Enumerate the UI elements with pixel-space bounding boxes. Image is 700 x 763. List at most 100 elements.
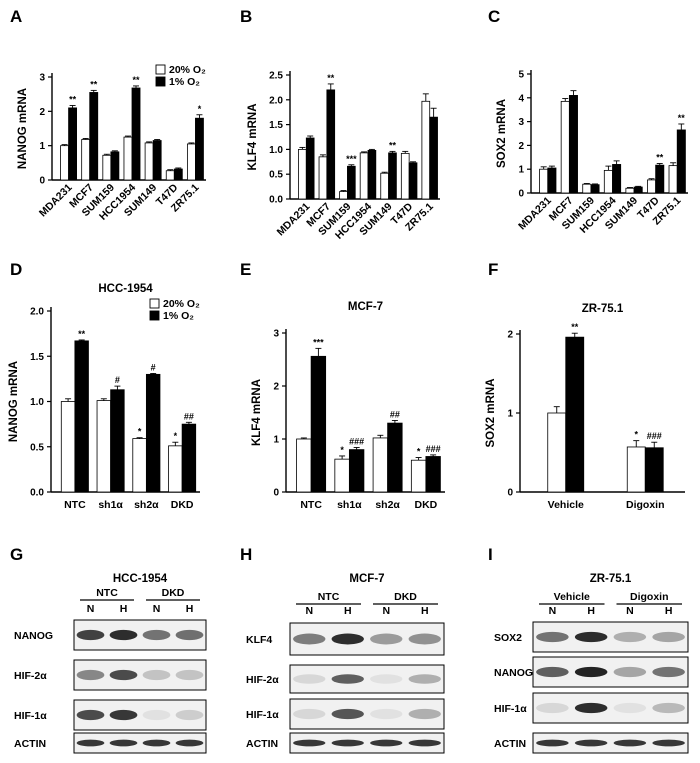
blot-lane-label: N bbox=[382, 605, 390, 617]
y-tick-label: 0.0 bbox=[269, 195, 283, 206]
y-tick-label: 1 bbox=[39, 141, 45, 152]
bar-hypoxia bbox=[152, 140, 162, 181]
bar-hypoxia bbox=[425, 456, 441, 493]
y-tick-label: 0.5 bbox=[30, 442, 44, 453]
bar-normoxia bbox=[102, 154, 112, 181]
bar-hypoxia bbox=[348, 449, 365, 493]
category-label: NTC bbox=[64, 499, 86, 511]
blot-band bbox=[76, 669, 105, 681]
blot-panel-h: H MCF-7 NTC N H DKD N H KLF4 HIF-2α HIF-1α ACTIN bbox=[240, 545, 445, 754]
bar-normoxia bbox=[603, 169, 613, 194]
panel-letter: E bbox=[240, 260, 251, 279]
bar-hypoxia bbox=[408, 162, 418, 200]
blot-band bbox=[613, 702, 647, 714]
bar-normoxia bbox=[60, 401, 76, 493]
significance-marker: ### bbox=[349, 436, 364, 446]
bar-normoxia bbox=[123, 136, 133, 181]
y-tick-label: 2 bbox=[507, 330, 513, 341]
blot-band bbox=[142, 629, 171, 641]
blot-band bbox=[109, 669, 138, 681]
y-tick-label: 2 bbox=[518, 141, 524, 152]
y-tick-label: 0.0 bbox=[30, 488, 44, 499]
blot-band bbox=[408, 674, 441, 684]
legend-swatch-normoxia bbox=[149, 298, 160, 309]
bar-normoxia bbox=[298, 148, 307, 200]
legend-label-normoxia: 20% O₂ bbox=[163, 298, 200, 310]
blot-group-label: Digoxin bbox=[630, 591, 669, 603]
y-tick-label: 0 bbox=[273, 488, 279, 499]
significance-marker: * bbox=[138, 427, 142, 437]
blot-band bbox=[331, 739, 364, 747]
chart-title: ZR-75.1 bbox=[582, 303, 624, 315]
significance-marker: ** bbox=[78, 329, 86, 339]
legend-label-hypoxia: 1% O₂ bbox=[169, 76, 200, 88]
bar-hypoxia bbox=[676, 129, 686, 194]
significance-marker: * bbox=[634, 430, 638, 440]
bar-normoxia bbox=[168, 445, 183, 493]
bar-hypoxia bbox=[310, 355, 327, 493]
y-axis-label: KLF4 mRNA bbox=[247, 103, 259, 170]
bar-hypoxia bbox=[547, 167, 557, 194]
bar-normoxia bbox=[334, 458, 350, 493]
y-axis-label: SOX2 mRNA bbox=[485, 378, 497, 447]
y-tick-label: 2.5 bbox=[269, 71, 283, 82]
blot-band bbox=[370, 739, 403, 747]
significance-marker: * bbox=[340, 445, 344, 455]
blot-band bbox=[175, 669, 204, 681]
bar-hypoxia bbox=[89, 92, 99, 181]
blot-band bbox=[109, 629, 138, 641]
category-label: sh1α bbox=[98, 499, 123, 511]
blot-lane-label: H bbox=[587, 605, 595, 617]
legend-swatch-hypoxia bbox=[149, 310, 160, 321]
legend-swatch-hypoxia bbox=[155, 76, 166, 87]
blot-lane-label: N bbox=[153, 603, 161, 615]
blot-lane-label: H bbox=[421, 605, 429, 617]
category-label: sh2α bbox=[375, 499, 400, 511]
y-tick-label: 1 bbox=[507, 409, 513, 420]
blot-title: ZR-75.1 bbox=[590, 573, 632, 585]
bar-normoxia bbox=[380, 172, 389, 200]
bar-hypoxia bbox=[388, 152, 397, 200]
blot-band bbox=[331, 708, 364, 720]
blot-lane-label: H bbox=[186, 603, 194, 615]
bar-normoxia bbox=[318, 156, 328, 200]
blot-row-label: KLF4 bbox=[246, 634, 272, 646]
blot-band bbox=[574, 666, 608, 678]
blot-band bbox=[293, 674, 326, 684]
y-tick-label: 0.5 bbox=[269, 170, 283, 181]
bar-normoxia bbox=[400, 152, 410, 200]
y-tick-label: 2.0 bbox=[30, 307, 44, 318]
y-axis-label: NANOG mRNA bbox=[8, 361, 20, 442]
blot-band bbox=[76, 739, 105, 747]
bar-hypoxia bbox=[181, 423, 197, 493]
legend-label-normoxia: 20% O₂ bbox=[169, 64, 206, 76]
blot-band bbox=[370, 708, 403, 720]
legend: 20% O₂1% O₂ bbox=[155, 64, 206, 88]
significance-marker: ** bbox=[656, 152, 664, 162]
category-label: sh1α bbox=[337, 499, 362, 511]
bar-normoxia bbox=[132, 438, 147, 493]
blot-band bbox=[574, 631, 608, 643]
y-tick-label: 1.0 bbox=[269, 145, 283, 156]
bar-normoxia bbox=[165, 170, 175, 181]
significance-marker: ** bbox=[327, 73, 335, 83]
blot-band bbox=[142, 669, 171, 681]
y-tick-label: 3 bbox=[273, 329, 279, 340]
y-tick-label: 1.0 bbox=[30, 397, 44, 408]
bar-normoxia bbox=[668, 165, 678, 194]
bar-hypoxia bbox=[74, 340, 89, 493]
bar-hypoxia bbox=[145, 373, 161, 493]
blot-band bbox=[109, 709, 138, 721]
blot-row-label: ACTIN bbox=[494, 738, 526, 750]
bar-hypoxia bbox=[347, 165, 356, 200]
blot-band bbox=[142, 709, 171, 721]
y-tick-label: 3 bbox=[518, 117, 524, 128]
blot-band bbox=[408, 739, 441, 747]
panel-letter: D bbox=[10, 260, 22, 279]
category-label: DKD bbox=[171, 499, 194, 511]
y-tick-label: 1 bbox=[518, 165, 524, 176]
